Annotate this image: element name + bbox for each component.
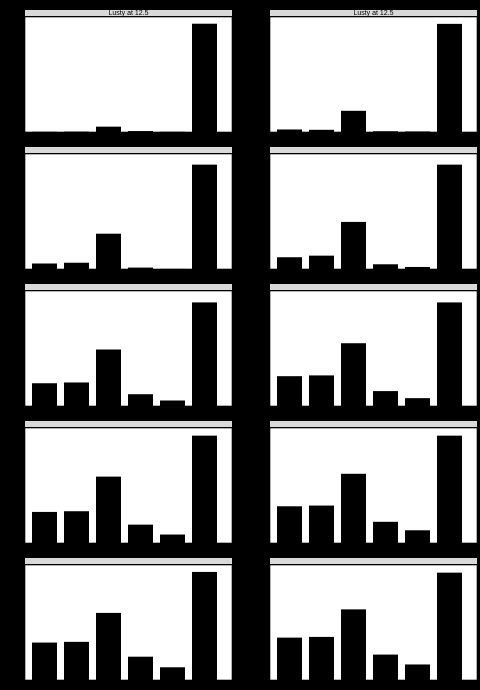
bar bbox=[160, 535, 185, 543]
bar bbox=[96, 127, 121, 132]
bar bbox=[192, 436, 217, 543]
chart-panel: Lusty at 12.5 bbox=[268, 10, 478, 135]
bar bbox=[437, 436, 462, 543]
chart-panel bbox=[268, 421, 478, 546]
bar bbox=[96, 350, 121, 407]
panel-title-strip bbox=[270, 421, 477, 427]
bar bbox=[277, 638, 302, 680]
bar bbox=[277, 129, 302, 132]
bar bbox=[405, 267, 430, 269]
bar bbox=[96, 234, 121, 269]
bar bbox=[96, 477, 121, 543]
chart-panel bbox=[23, 147, 233, 272]
bar bbox=[128, 268, 153, 269]
bar bbox=[128, 657, 153, 680]
bar bbox=[373, 131, 398, 132]
chart-panel: Lusty at 12.5 bbox=[23, 10, 233, 135]
bar bbox=[405, 398, 430, 406]
bar bbox=[192, 24, 217, 132]
bar bbox=[128, 394, 153, 406]
panel-title-strip bbox=[270, 147, 477, 153]
panel-title: Lusty at 12.5 bbox=[353, 10, 393, 17]
bar bbox=[64, 382, 89, 406]
panel-title-strip bbox=[270, 284, 477, 290]
chart-panel bbox=[268, 147, 478, 272]
bar bbox=[405, 131, 430, 132]
bar bbox=[309, 375, 334, 406]
bar bbox=[437, 24, 462, 132]
bar bbox=[341, 343, 366, 406]
bar bbox=[64, 511, 89, 543]
bar bbox=[373, 522, 398, 543]
bar bbox=[277, 506, 302, 543]
panel-title: Lusty at 12.5 bbox=[108, 10, 148, 17]
bar bbox=[160, 667, 185, 680]
panel-title-strip bbox=[25, 284, 232, 290]
bar bbox=[192, 572, 217, 680]
bar bbox=[341, 222, 366, 269]
bar bbox=[309, 506, 334, 543]
bar bbox=[309, 256, 334, 269]
chart-panel bbox=[23, 284, 233, 409]
chart-panel bbox=[268, 284, 478, 409]
bar bbox=[373, 655, 398, 680]
bar bbox=[405, 530, 430, 543]
bar bbox=[341, 474, 366, 543]
bar bbox=[277, 257, 302, 269]
chart-panel bbox=[23, 421, 233, 546]
bar bbox=[437, 165, 462, 269]
bar bbox=[96, 613, 121, 680]
chart-panel bbox=[268, 558, 478, 683]
panel-title-strip bbox=[25, 147, 232, 153]
bar bbox=[128, 131, 153, 132]
bar bbox=[341, 609, 366, 680]
bar bbox=[309, 130, 334, 132]
bar bbox=[341, 111, 366, 132]
bar bbox=[405, 664, 430, 680]
bar bbox=[64, 642, 89, 680]
bar bbox=[32, 264, 57, 269]
bar bbox=[192, 165, 217, 269]
bar bbox=[373, 391, 398, 406]
chart-panel bbox=[23, 558, 233, 683]
bar bbox=[373, 264, 398, 269]
bar bbox=[437, 573, 462, 680]
bar bbox=[309, 637, 334, 680]
bar bbox=[32, 643, 57, 680]
bar bbox=[32, 383, 57, 406]
bar bbox=[128, 525, 153, 543]
bar bbox=[160, 401, 185, 406]
bar bbox=[192, 302, 217, 406]
bar bbox=[64, 263, 89, 269]
bar bbox=[32, 512, 57, 543]
bar bbox=[437, 302, 462, 406]
panel-title-strip bbox=[270, 558, 477, 564]
panel-title-strip bbox=[25, 421, 232, 427]
bar bbox=[277, 376, 302, 406]
panel-title-strip bbox=[25, 558, 232, 564]
